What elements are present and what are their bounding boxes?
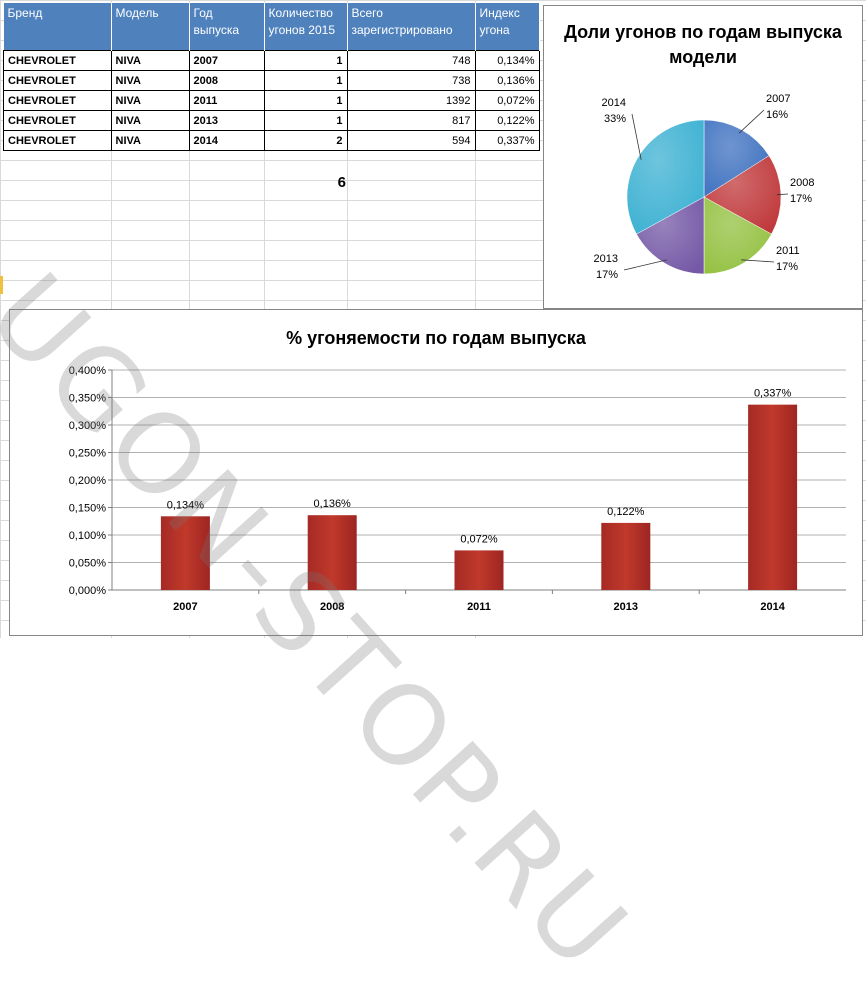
pie-label-percent: 16% — [766, 109, 788, 121]
bar-data-label: 0,337% — [754, 388, 792, 400]
pie-label-percent: 17% — [776, 261, 798, 273]
cell-year[interactable]: 2013 — [188, 110, 265, 131]
pie-chart-title: Доли угонов по годам выпуска модели — [564, 22, 842, 67]
pie-chart[interactable]: Доли угонов по годам выпуска модели 2007… — [543, 5, 863, 309]
cell-thefts[interactable]: 1 — [263, 70, 348, 91]
x-tick-label: 2014 — [760, 601, 785, 613]
y-tick-label: 0,300% — [69, 420, 107, 432]
pie-leader-line — [738, 109, 765, 134]
pie-label-category: 2014 — [602, 97, 626, 109]
cell-model[interactable]: NIVA — [110, 50, 190, 71]
pie-slice-2014[interactable] — [626, 119, 705, 235]
header-index[interactable]: Индекс угона — [475, 3, 540, 51]
bar-2007[interactable] — [160, 516, 210, 590]
pie-label-category: 2011 — [776, 245, 800, 257]
cell-brand[interactable]: CHEVROLET — [3, 130, 112, 151]
cell-index[interactable]: 0,337% — [474, 130, 540, 151]
pie-leader-line — [631, 113, 642, 160]
cell-registered[interactable]: 817 — [346, 110, 476, 131]
cell-index[interactable]: 0,122% — [474, 110, 540, 131]
pie-label-percent: 33% — [604, 113, 626, 125]
y-tick-label: 0,400% — [69, 365, 107, 377]
pie-label-category: 2008 — [790, 177, 814, 189]
cell-year[interactable]: 2014 — [188, 130, 265, 151]
cell-model[interactable]: NIVA — [110, 90, 190, 111]
pie-label-category: 2013 — [594, 253, 618, 265]
cell-registered[interactable]: 738 — [346, 70, 476, 91]
bar-data-label: 0,122% — [607, 506, 645, 518]
cell-model[interactable]: NIVA — [110, 130, 190, 151]
cell-year[interactable]: 2011 — [188, 90, 265, 111]
cell-year[interactable]: 2008 — [188, 70, 265, 91]
header-year[interactable]: Год выпуска — [189, 3, 265, 51]
y-tick-label: 0,050% — [69, 558, 107, 570]
cell-thefts[interactable]: 1 — [263, 50, 348, 71]
cell-index[interactable]: 0,136% — [474, 70, 540, 91]
bar-2008[interactable] — [307, 515, 357, 590]
pie-leader-line — [623, 259, 667, 271]
data-table: Бренд Модель Год выпуска Количество угон… — [3, 3, 540, 151]
cell-model[interactable]: NIVA — [110, 110, 190, 131]
bar-2013[interactable] — [601, 522, 651, 590]
bar-2014[interactable] — [748, 404, 798, 590]
bar-chart[interactable]: % угоняемости по годам выпуска 0,000% 0,0… — [9, 309, 863, 636]
y-tick-label: 0,000% — [69, 585, 107, 597]
x-tick-label: 2011 — [467, 601, 491, 613]
bar-data-label: 0,134% — [167, 499, 205, 511]
cell-registered[interactable]: 594 — [346, 130, 476, 151]
bar-data-label: 0,072% — [460, 533, 498, 545]
pie-leader-line — [776, 193, 789, 196]
cell-registered[interactable]: 748 — [346, 50, 476, 71]
header-brand[interactable]: Бренд — [3, 3, 112, 51]
bar-data-label: 0,136% — [314, 498, 352, 510]
cell-brand[interactable]: CHEVROLET — [3, 110, 112, 131]
cell-year[interactable]: 2007 — [188, 50, 265, 71]
cell-thefts[interactable]: 2 — [263, 130, 348, 151]
pie-slice-2007[interactable] — [703, 119, 770, 198]
cell-index[interactable]: 0,134% — [474, 50, 540, 71]
table-row: CHEVROLET NIVA 2008 1 738 0,136% — [3, 70, 540, 91]
table-row: CHEVROLET NIVA 2007 1 748 0,134% — [3, 50, 540, 71]
bar-chart-svg: 0,000% 0,050% 0,100% 0,150% 0,200% 0,250% 0,30… — [69, 365, 846, 613]
cell-brand[interactable]: CHEVROLET — [3, 70, 112, 91]
header-thefts[interactable]: Количество угонов 2015 — [264, 3, 348, 51]
cell-brand[interactable]: CHEVROLET — [3, 90, 112, 111]
table-row: CHEVROLET NIVA 2011 1 1392 0,072% — [3, 90, 540, 111]
row-marker — [0, 276, 3, 294]
header-model[interactable]: Модель — [111, 3, 190, 51]
x-tick-label: 2008 — [320, 601, 344, 613]
y-tick-label: 0,250% — [69, 448, 107, 460]
table-row: CHEVROLET NIVA 2014 2 594 0,337% — [3, 130, 540, 151]
cell-thefts[interactable]: 1 — [263, 110, 348, 131]
pie-leader-line — [741, 259, 775, 263]
cell-model[interactable]: NIVA — [110, 70, 190, 91]
pie-label-percent: 17% — [596, 269, 618, 281]
pie-chart-svg: 2007 16% 2008 17% 2011 17% 2013 17% 2014 33% — [594, 93, 815, 281]
table-header-row: Бренд Модель Год выпуска Количество угон… — [3, 3, 540, 51]
y-tick-label: 0,200% — [69, 475, 107, 487]
pie-label-percent: 17% — [790, 193, 812, 205]
y-tick-label: 0,350% — [69, 393, 107, 405]
cell-thefts[interactable]: 1 — [263, 90, 348, 111]
header-registered[interactable]: Всего зарегистрировано — [347, 3, 476, 51]
cell-brand[interactable]: CHEVROLET — [3, 50, 112, 71]
y-tick-label: 0,100% — [69, 530, 107, 542]
x-tick-label: 2007 — [173, 601, 197, 613]
total-thefts-cell[interactable]: 6 — [337, 174, 346, 191]
cell-index[interactable]: 0,072% — [474, 90, 540, 111]
x-tick-label: 2013 — [614, 601, 638, 613]
pie-slice-2011[interactable] — [703, 196, 772, 275]
cell-registered[interactable]: 1392 — [346, 90, 476, 111]
bar-chart-title: % угоняемости по годам выпуска — [286, 328, 586, 348]
y-tick-label: 0,150% — [69, 503, 107, 515]
bar-2011[interactable] — [454, 550, 504, 590]
table-row: CHEVROLET NIVA 2013 1 817 0,122% — [3, 110, 540, 131]
pie-slice-2013[interactable] — [636, 196, 705, 275]
pie-label-category: 2007 — [766, 93, 790, 105]
